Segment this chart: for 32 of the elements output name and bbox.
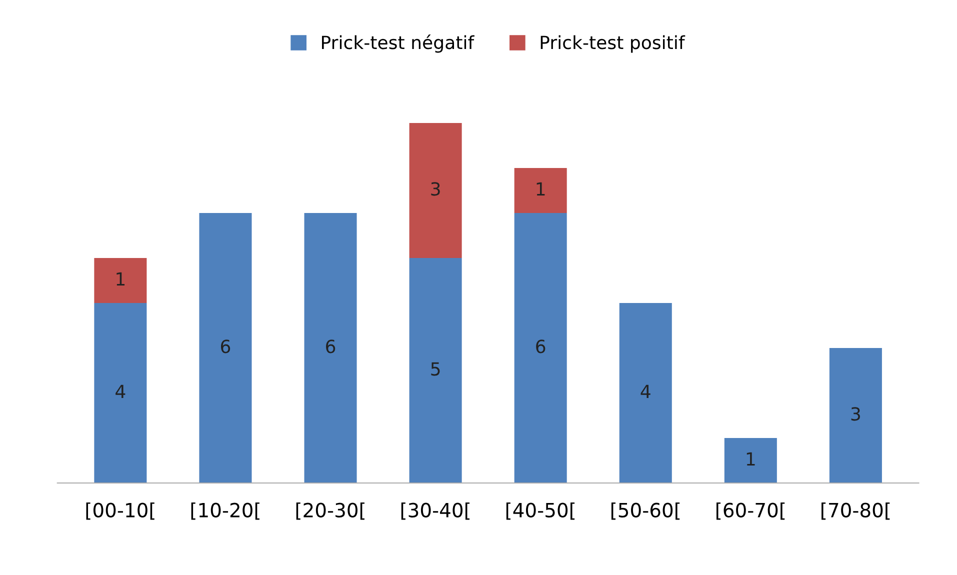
data-label: 3	[431, 182, 440, 196]
x-tick-label: [20-30[	[296, 502, 364, 520]
x-tick-label: [70-80[	[822, 502, 890, 520]
bar	[514, 168, 567, 213]
x-tick-label: [40-50[	[506, 502, 575, 520]
data-label: 5	[431, 362, 440, 376]
data-label: 4	[640, 384, 650, 398]
bar	[829, 348, 882, 483]
data-label: 4	[116, 384, 126, 398]
x-tick-label: [50-60[	[611, 502, 680, 520]
bar	[94, 303, 147, 483]
bar	[619, 303, 672, 483]
x-tick-label: [60-70[	[716, 502, 785, 520]
bar	[514, 213, 567, 483]
data-label: 6	[326, 340, 336, 354]
bar	[409, 258, 462, 483]
x-tick-label: [10-20[	[191, 502, 260, 520]
bar	[724, 438, 777, 483]
data-label: 1	[536, 182, 545, 196]
data-label: 3	[851, 407, 860, 421]
data-label: 1	[116, 272, 125, 286]
legend-label: Prick-test positif	[540, 35, 686, 53]
legend-label: Prick-test négatif	[322, 34, 474, 53]
bar	[199, 213, 252, 483]
x-tick-label: [30-40[	[401, 502, 470, 520]
bar	[94, 258, 147, 303]
data-label: 6	[220, 340, 230, 354]
bar	[304, 213, 357, 483]
bar	[409, 123, 462, 258]
data-label: 1	[746, 452, 755, 466]
x-tick-label: [00-10[	[86, 502, 154, 520]
data-label: 6	[536, 340, 546, 354]
